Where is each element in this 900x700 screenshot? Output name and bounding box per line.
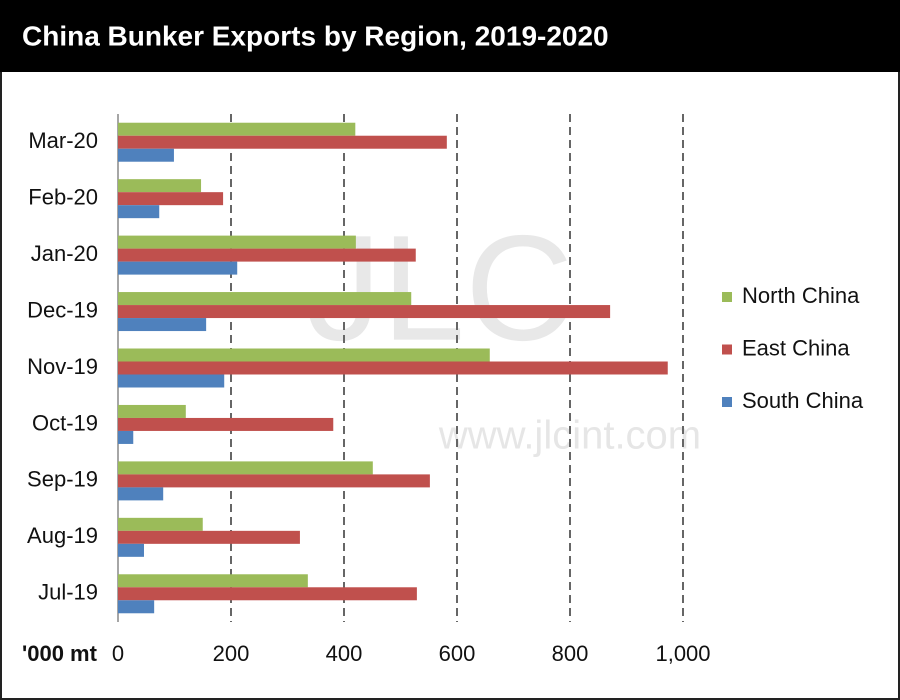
y-tick-label: Feb-20 bbox=[28, 184, 98, 209]
bar bbox=[118, 361, 668, 375]
bar bbox=[118, 292, 412, 306]
x-tick-label: 200 bbox=[213, 641, 250, 666]
bar bbox=[118, 318, 207, 332]
y-tick-label: Nov-19 bbox=[27, 354, 98, 379]
x-tick-label: 0 bbox=[112, 641, 124, 666]
bar bbox=[118, 517, 203, 531]
x-tick-label: 400 bbox=[326, 641, 363, 666]
bar bbox=[118, 587, 417, 601]
bar bbox=[118, 205, 160, 219]
bar bbox=[118, 474, 430, 488]
bar bbox=[118, 348, 490, 362]
bar bbox=[118, 192, 224, 206]
bar bbox=[118, 487, 164, 501]
y-tick-label: Dec-19 bbox=[27, 297, 98, 322]
x-axis-label: '000 mt bbox=[22, 641, 98, 666]
bar bbox=[118, 248, 416, 262]
bar bbox=[118, 404, 186, 418]
legend-label: South China bbox=[742, 388, 864, 413]
bar bbox=[118, 135, 447, 149]
watermark: JLC bbox=[307, 204, 574, 372]
y-tick-label: Mar-20 bbox=[28, 128, 98, 153]
legend-swatch bbox=[722, 397, 732, 407]
x-tick-label: 1,000 bbox=[655, 641, 710, 666]
chart-title: China Bunker Exports by Region, 2019-202… bbox=[22, 20, 609, 51]
bar bbox=[118, 305, 611, 319]
y-tick-label: Jul-19 bbox=[38, 580, 98, 605]
bar bbox=[118, 574, 308, 588]
bar bbox=[118, 600, 155, 614]
bar bbox=[118, 543, 144, 557]
bar bbox=[118, 417, 334, 431]
bar bbox=[118, 235, 356, 249]
bar bbox=[118, 461, 373, 475]
y-tick-label: Sep-19 bbox=[27, 467, 98, 492]
legend-swatch bbox=[722, 292, 732, 302]
legend-swatch bbox=[722, 344, 732, 355]
bar bbox=[118, 374, 225, 388]
bar bbox=[118, 261, 238, 275]
x-tick-label: 600 bbox=[439, 641, 476, 666]
bar bbox=[118, 122, 356, 136]
legend-label: North China bbox=[742, 283, 860, 308]
x-tick-label: 800 bbox=[552, 641, 589, 666]
bar bbox=[118, 148, 174, 162]
bar bbox=[118, 530, 300, 544]
bar bbox=[118, 430, 134, 444]
y-tick-label: Jan-20 bbox=[31, 241, 98, 266]
y-tick-label: Aug-19 bbox=[27, 523, 98, 548]
legend-label: East China bbox=[742, 335, 850, 360]
y-tick-label: Oct-19 bbox=[32, 410, 98, 435]
title-bar bbox=[0, 0, 900, 72]
bar bbox=[118, 179, 202, 193]
